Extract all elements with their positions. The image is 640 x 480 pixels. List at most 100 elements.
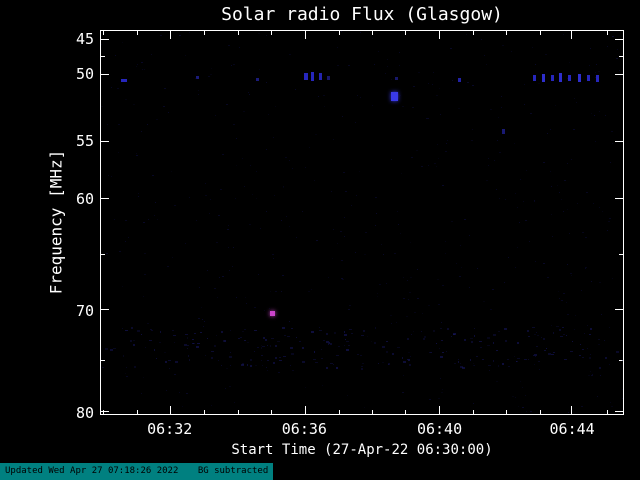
noise-dot <box>401 173 403 175</box>
noise-dot <box>210 351 214 353</box>
noise-dot <box>363 330 366 333</box>
noise-dot <box>266 344 268 346</box>
noise-dot <box>598 343 601 345</box>
noise-dot <box>608 326 610 328</box>
noise-dot <box>563 333 566 335</box>
noise-dot <box>141 68 143 70</box>
noise-dot <box>153 215 155 217</box>
noise-dot <box>508 257 510 258</box>
noise-dot <box>471 128 473 130</box>
noise-dot <box>206 269 208 271</box>
noise-dot <box>546 132 548 134</box>
noise-dot <box>232 63 235 65</box>
noise-dot <box>140 130 142 132</box>
noise-dot <box>342 116 344 117</box>
noise-dot <box>512 396 515 398</box>
noise-dot <box>117 87 120 89</box>
noise-dot <box>132 339 135 341</box>
noise-dot <box>229 270 231 272</box>
feature-blue-dot <box>256 77 260 81</box>
noise-dot <box>327 342 329 345</box>
noise-dot <box>590 354 592 356</box>
noise-dot <box>525 170 527 172</box>
noise-dot <box>474 334 476 337</box>
noise-dot <box>547 277 550 279</box>
noise-dot <box>428 118 430 120</box>
x-minor-tick <box>137 410 139 414</box>
noise-dot <box>143 253 146 255</box>
feature-blue-dash <box>318 73 322 81</box>
noise-dot <box>484 55 486 57</box>
noise-dot <box>229 355 233 358</box>
noise-dot <box>515 192 517 194</box>
noise-dot <box>250 164 252 166</box>
noise-dot <box>138 195 140 197</box>
noise-dot <box>275 356 278 359</box>
noise-dot <box>622 397 623 399</box>
noise-dot <box>332 228 334 230</box>
noise-dot <box>382 345 386 348</box>
noise-dot <box>610 162 612 164</box>
noise-dot <box>347 345 350 347</box>
noise-dot <box>283 356 287 358</box>
noise-dot <box>399 65 401 67</box>
feature-blue-dash <box>550 75 554 82</box>
noise-dot <box>274 106 276 108</box>
noise-dot <box>133 104 136 106</box>
x-axis-title: Start Time (27-Apr-22 06:30:00) <box>231 442 493 458</box>
noise-dot <box>289 320 291 322</box>
noise-dot <box>532 355 534 357</box>
noise-dot <box>121 327 123 329</box>
noise-dot <box>228 225 229 227</box>
noise-dot <box>344 331 346 334</box>
noise-dot <box>435 94 438 96</box>
noise-dot <box>275 345 278 348</box>
noise-dot <box>239 337 242 339</box>
noise-dot <box>396 321 398 323</box>
noise-dot <box>430 351 433 353</box>
noise-dot <box>411 106 414 108</box>
noise-dot <box>402 361 406 364</box>
noise-dot <box>616 48 618 50</box>
noise-dot <box>140 333 142 335</box>
noise-dot <box>215 114 217 116</box>
x-major-tick <box>571 31 573 39</box>
noise-dot <box>497 330 500 332</box>
noise-dot <box>221 276 224 278</box>
noise-dot <box>584 237 587 238</box>
noise-dot <box>421 165 424 167</box>
noise-dot <box>555 326 559 328</box>
noise-dot <box>324 105 326 107</box>
noise-dot <box>261 365 263 367</box>
noise-dot <box>440 321 442 323</box>
noise-dot <box>548 352 552 355</box>
noise-dot <box>133 366 136 369</box>
noise-dot <box>166 390 168 392</box>
noise-dot <box>522 387 524 389</box>
noise-dot <box>442 284 445 286</box>
noise-dot <box>370 340 372 342</box>
noise-dot <box>321 357 324 359</box>
noise-dot <box>358 171 360 173</box>
noise-dot <box>159 330 161 333</box>
noise-dot <box>121 285 123 287</box>
noise-dot <box>328 277 330 279</box>
noise-dot <box>391 79 393 81</box>
noise-dot <box>437 158 439 160</box>
noise-dot <box>467 81 470 83</box>
noise-dot <box>417 268 419 270</box>
noise-dot <box>579 355 582 357</box>
noise-dot <box>604 356 607 359</box>
x-minor-tick <box>371 31 373 35</box>
noise-dot <box>109 349 113 352</box>
noise-dot <box>506 359 509 361</box>
noise-dot <box>513 143 515 145</box>
noise-dot <box>259 227 261 229</box>
x-major-tick <box>170 406 172 414</box>
status-bar: Updated Wed Apr 27 07:18:26 2022 BG subt… <box>0 463 274 480</box>
noise-dot <box>565 302 567 304</box>
noise-dot <box>611 405 614 407</box>
noise-dot <box>343 345 345 347</box>
noise-dot <box>343 236 345 238</box>
feature-blue-blob <box>391 92 399 102</box>
